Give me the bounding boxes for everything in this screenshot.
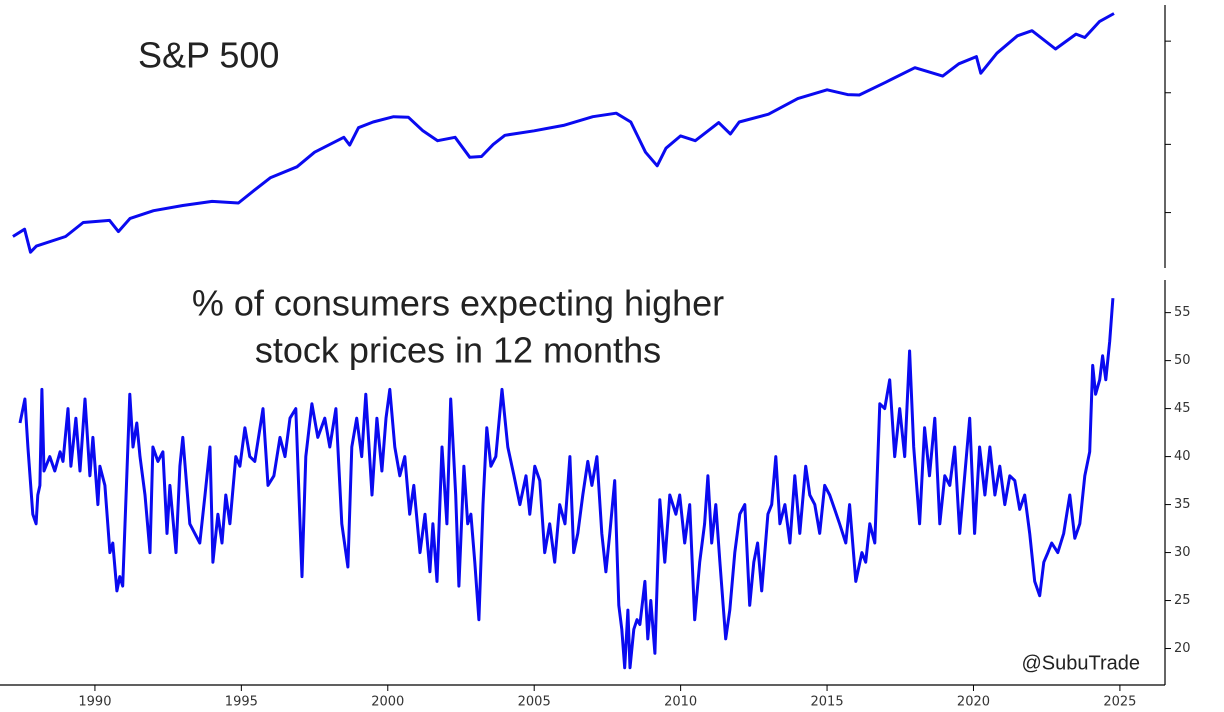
y-tick-label: 50 — [1174, 353, 1191, 368]
x-tick-label: 2010 — [664, 695, 697, 710]
y-tick-label: 40 — [1174, 449, 1191, 464]
y-tick-label: 55 — [1174, 305, 1191, 320]
x-tick-label: 2005 — [518, 695, 551, 710]
y-tick-label: 25 — [1174, 593, 1191, 608]
x-tick-label: 1995 — [225, 695, 258, 710]
annotation: @SubuTrade — [1021, 652, 1140, 674]
top-title: S&P 500 — [138, 35, 279, 76]
x-tick-label: 2000 — [371, 695, 404, 710]
y-tick-label: 30 — [1174, 545, 1191, 560]
bottom-title: stock prices in 12 months — [255, 330, 661, 371]
data-line — [18, 298, 1115, 670]
x-tick-label: 2020 — [957, 695, 990, 710]
bottom-title: % of consumers expecting higher — [192, 283, 724, 324]
x-tick-label: 1990 — [78, 695, 111, 710]
x-tick-label: 2025 — [1103, 695, 1136, 710]
y-tick-label: 20 — [1174, 641, 1191, 656]
data-line — [12, 12, 1115, 254]
y-tick-label: 45 — [1174, 401, 1191, 416]
x-tick-label: 2015 — [811, 695, 844, 710]
y-tick-label: 35 — [1174, 497, 1191, 512]
